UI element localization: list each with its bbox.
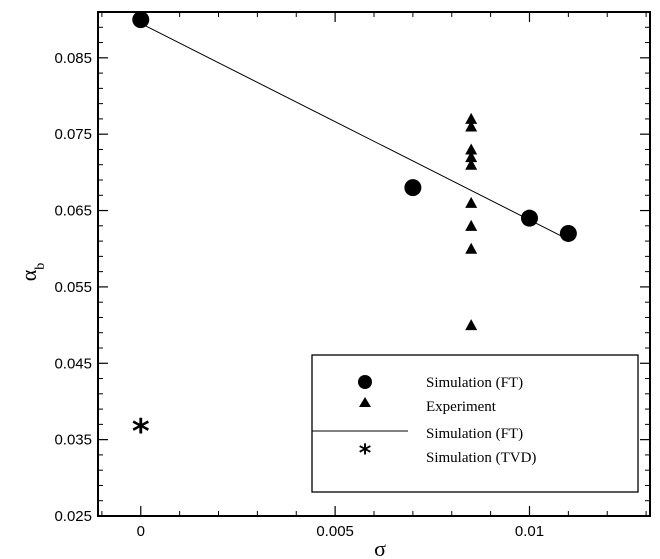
legend-label-simulation-ft-line: Simulation (FT) [426, 426, 523, 442]
y-tick-label: 0.035 [54, 432, 92, 449]
y-tick-label: 0.065 [54, 203, 92, 220]
legend-label-experiment: Experiment [426, 399, 497, 415]
data-point-asterisk: * [132, 412, 150, 452]
data-point-circle [132, 11, 149, 28]
x-tick-label: 0.01 [515, 523, 544, 540]
y-axis-label-main: α [16, 269, 41, 281]
y-axis-label-group: αb [16, 263, 48, 282]
data-point-triangle [465, 319, 477, 330]
fit-line [141, 23, 569, 239]
y-axis-label: αb [16, 263, 48, 282]
data-point-circle [521, 210, 538, 227]
legend-label-simulation-ft-circle: Simulation (FT) [426, 375, 523, 391]
data-point-triangle [465, 243, 477, 254]
legend: * Simulation (FT) Experiment Simulation … [312, 355, 638, 492]
y-tick-label: 0.075 [54, 126, 92, 143]
data-point-triangle [465, 220, 477, 231]
data-point-circle [404, 179, 421, 196]
x-tick-label: 0.005 [316, 523, 354, 540]
x-axis-label: σ [374, 536, 386, 559]
data-point-triangle [465, 197, 477, 208]
y-axis-label-subscript: b [33, 263, 48, 270]
y-tick-label: 0.045 [54, 355, 92, 372]
y-tick-label: 0.055 [54, 279, 92, 296]
legend-marker-asterisk: * [359, 439, 372, 467]
data-point-circle [560, 225, 577, 242]
y-tick-label: 0.085 [54, 50, 92, 67]
legend-marker-circle [358, 375, 372, 389]
legend-label-simulation-tvd: Simulation (TVD) [426, 450, 536, 466]
x-tick-label: 0 [137, 523, 145, 540]
y-tick-label: 0.025 [54, 508, 92, 525]
